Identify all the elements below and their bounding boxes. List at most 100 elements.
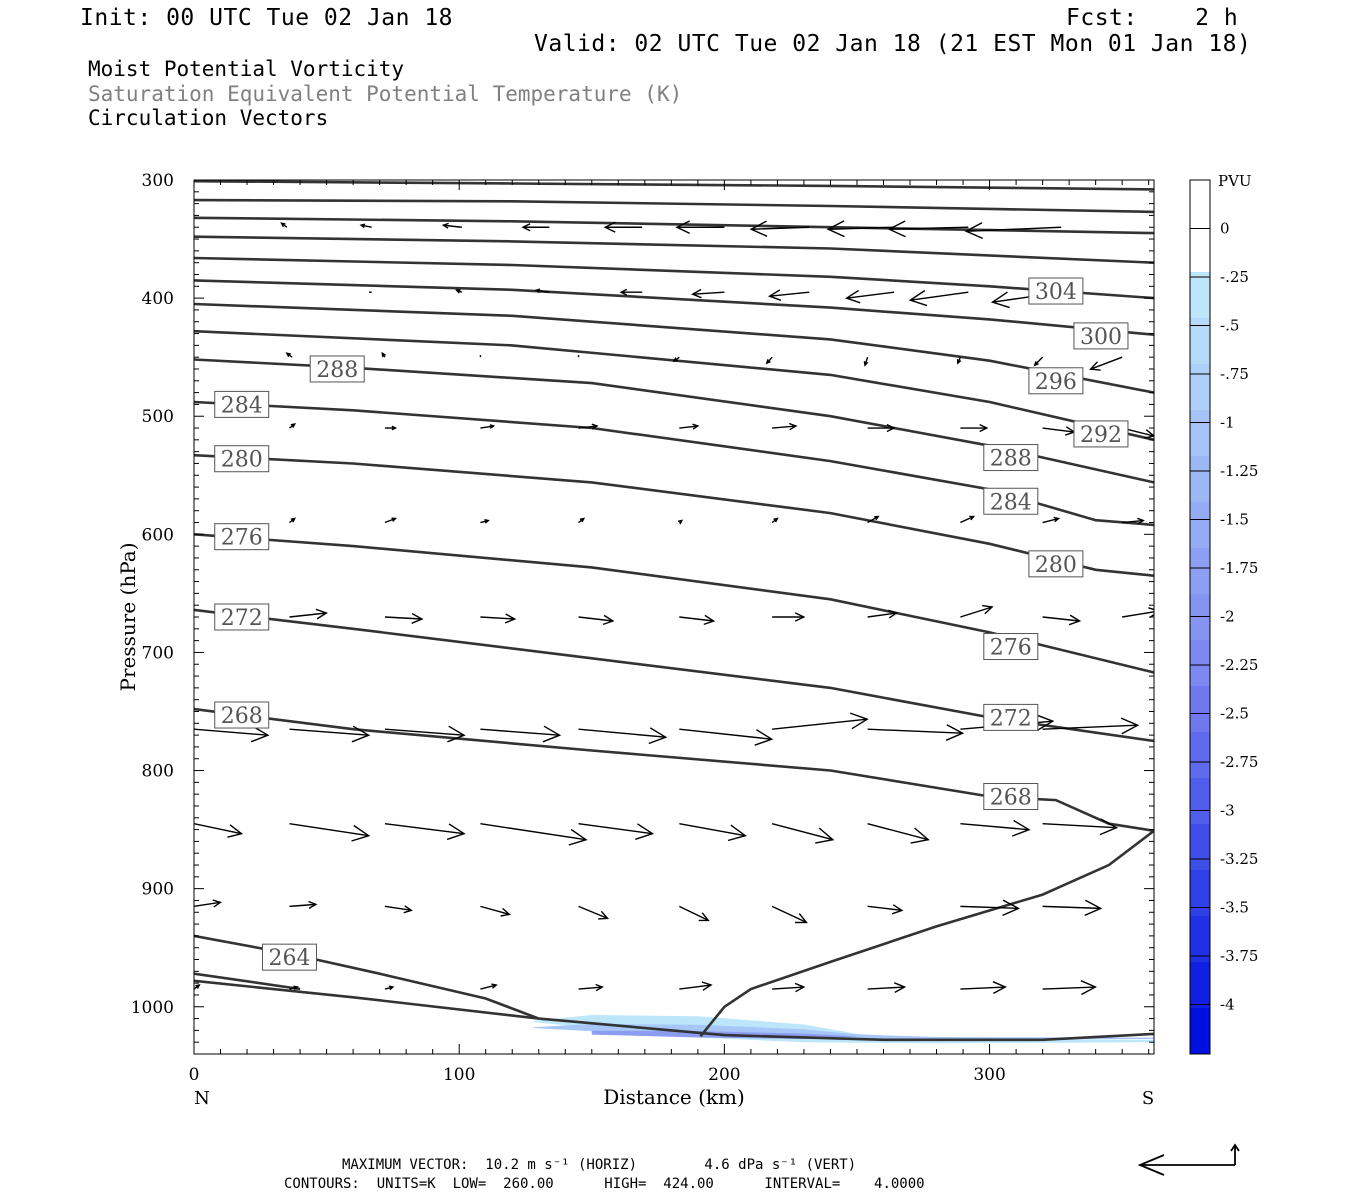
circulation-vector xyxy=(767,289,810,301)
init-time: Init: 00 UTC Tue 02 Jan 18 xyxy=(80,5,454,31)
vector-head xyxy=(703,614,716,626)
circulation-vector xyxy=(1033,356,1044,367)
vector-shaft xyxy=(480,905,510,916)
vector-shaft xyxy=(384,517,396,524)
circulation-vector xyxy=(289,608,329,620)
vector-shaft xyxy=(194,823,242,835)
vector-shaft xyxy=(1042,724,1138,730)
y-tick-label: 400 xyxy=(142,289,174,309)
circulation-vector xyxy=(887,220,969,238)
plot-frame xyxy=(193,179,1155,1055)
circulation-vector xyxy=(384,822,466,841)
circulation-vector xyxy=(1042,516,1061,524)
contour-label-box xyxy=(309,355,365,383)
contour-label-text: 268 xyxy=(221,704,263,729)
colorbar-segment xyxy=(1190,824,1210,871)
vector-head xyxy=(863,361,869,367)
circulation-vector xyxy=(960,981,1007,995)
circulation-vector xyxy=(619,288,643,296)
contour-label: 304 xyxy=(1028,277,1084,305)
contour-label-box xyxy=(983,487,1039,515)
vector-head xyxy=(500,907,511,917)
vector-shaft xyxy=(1042,616,1080,622)
vector-shaft xyxy=(867,905,902,912)
vector-head xyxy=(992,981,1007,995)
vector-shaft xyxy=(960,822,1030,831)
circulation-vector xyxy=(679,614,716,626)
contour-label: 288 xyxy=(309,355,365,383)
theta-contour xyxy=(194,256,1154,300)
vector-head xyxy=(579,517,586,523)
circulation-vector xyxy=(1042,980,1098,996)
y-tick-label: 1000 xyxy=(131,998,174,1018)
vector-head xyxy=(964,222,983,240)
vector-head xyxy=(727,824,747,842)
vector-head xyxy=(754,729,774,746)
vector-shaft xyxy=(846,291,895,299)
vector-head xyxy=(489,424,496,429)
vector-shaft xyxy=(578,425,598,429)
vector-head xyxy=(1084,899,1103,917)
contour-label-text: 280 xyxy=(221,448,263,473)
vector-head xyxy=(315,608,329,620)
circulation-vector xyxy=(1042,717,1140,735)
circulation-vector xyxy=(441,222,462,229)
theta-contour xyxy=(699,829,1154,1038)
circulation-vector xyxy=(194,899,222,908)
vector-shaft xyxy=(679,984,712,990)
vector-head xyxy=(595,983,604,992)
vector-head xyxy=(285,352,291,358)
contour-label: 280 xyxy=(214,445,270,473)
vector-shaft xyxy=(889,226,969,230)
vector-head xyxy=(794,612,806,622)
colorbar-segment xyxy=(1190,364,1210,411)
y-tick-label: 900 xyxy=(142,880,174,900)
contour-label-box xyxy=(983,633,1039,661)
vector-head xyxy=(672,357,679,363)
contour-label-text: 284 xyxy=(990,490,1032,515)
circulation-vector xyxy=(455,289,463,294)
contour-label-text: 292 xyxy=(1080,423,1122,448)
vector-head xyxy=(767,289,782,301)
contour-label-box xyxy=(1028,277,1084,305)
contour-label-text: 288 xyxy=(990,447,1032,472)
vector-shaft xyxy=(867,728,963,734)
vector-head xyxy=(990,291,1010,309)
contour-label: 288 xyxy=(983,444,1039,472)
theta-contour xyxy=(194,400,1154,527)
circulation-vector xyxy=(960,899,1021,917)
colorbar-label: -2 xyxy=(1220,608,1235,626)
theta-contour xyxy=(194,453,1154,577)
vector-shaft xyxy=(910,291,969,301)
circulation-vector xyxy=(960,423,989,433)
contour-label-box xyxy=(983,783,1039,811)
theta-contour xyxy=(194,972,301,991)
circulation-vector xyxy=(289,822,371,842)
x-axis-label: Distance (km) xyxy=(603,1085,745,1109)
colorbar-segment xyxy=(1190,686,1210,733)
vector-head xyxy=(845,289,861,304)
vector-head xyxy=(391,425,398,431)
vector-head xyxy=(603,221,616,233)
colorbar-segment xyxy=(1190,456,1210,503)
vector-head xyxy=(1088,361,1101,371)
circulation-vector xyxy=(289,900,318,910)
circulation-vector xyxy=(867,515,880,524)
circulation-vector xyxy=(672,356,680,363)
vector-head xyxy=(391,517,398,522)
vector-head xyxy=(908,289,928,307)
vector-shaft xyxy=(289,728,369,736)
vector-head xyxy=(773,517,779,523)
vector-shaft xyxy=(480,728,560,736)
vector-head xyxy=(381,351,387,358)
circulation-vector xyxy=(578,983,604,992)
x-tick-label: 200 xyxy=(708,1065,740,1085)
vector-shaft xyxy=(194,901,221,908)
contour-label-text: 288 xyxy=(316,358,358,383)
vector-head xyxy=(591,423,599,430)
circulation-vector xyxy=(691,288,725,299)
contour-label-box xyxy=(983,703,1039,731)
colorbar-label: -2.5 xyxy=(1220,705,1249,723)
vector-shaft xyxy=(960,905,1019,910)
